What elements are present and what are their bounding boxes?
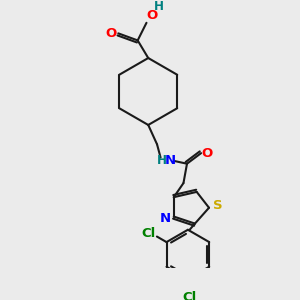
Text: O: O [146, 9, 158, 22]
Text: H: H [154, 0, 164, 14]
Text: Cl: Cl [141, 227, 155, 240]
Text: N: N [165, 154, 176, 167]
Text: H: H [157, 154, 167, 167]
Text: N: N [159, 212, 170, 225]
Text: O: O [106, 27, 117, 40]
Text: Cl: Cl [182, 291, 197, 300]
Text: S: S [213, 200, 223, 212]
Text: O: O [202, 147, 213, 160]
